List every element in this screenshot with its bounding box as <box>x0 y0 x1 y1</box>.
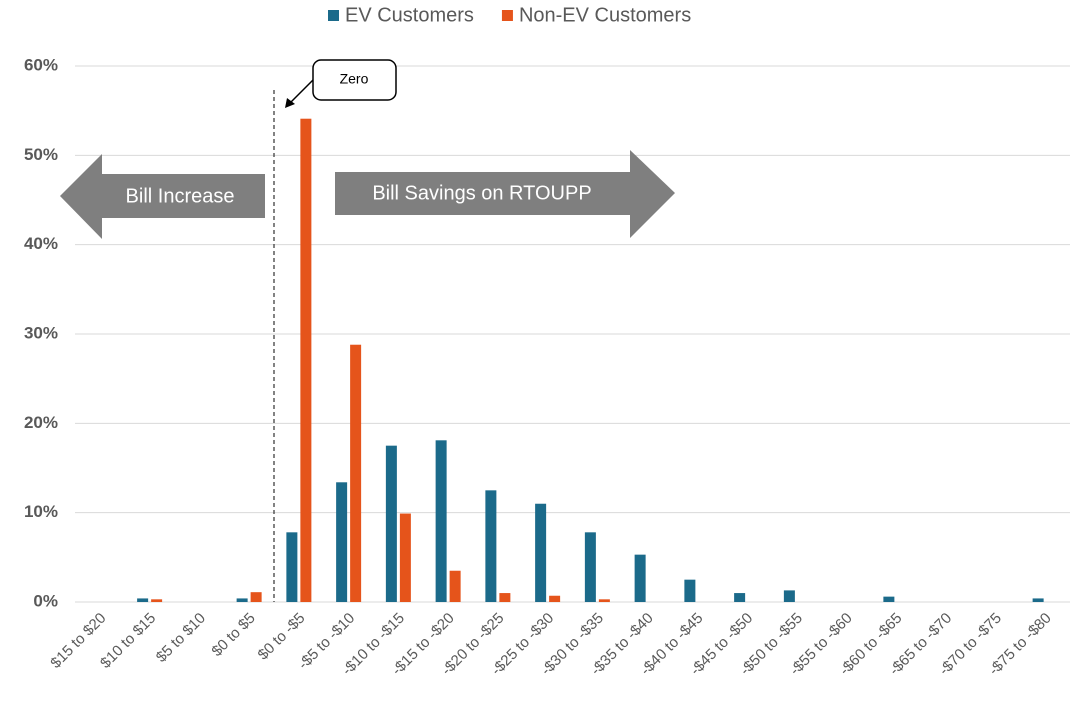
bar <box>250 592 262 602</box>
bar <box>449 570 461 602</box>
bill-increase-arrow <box>60 154 265 239</box>
bar <box>336 482 348 602</box>
bar <box>300 118 312 602</box>
bill-savings-arrow <box>335 150 675 238</box>
y-tick-label: 10% <box>24 502 58 521</box>
x-tick-label: $0 to $5 <box>208 610 258 660</box>
bar <box>399 513 411 602</box>
bar <box>286 532 298 602</box>
bar <box>350 344 362 602</box>
bar <box>1032 598 1044 602</box>
bar <box>783 590 795 602</box>
annotation: Zero <box>340 71 369 87</box>
bar <box>499 593 511 602</box>
y-tick-label: 40% <box>24 234 58 253</box>
legend-swatch <box>328 10 339 21</box>
bar <box>435 440 447 602</box>
bar <box>634 554 646 602</box>
bar <box>485 490 497 602</box>
legend-label: Non-EV Customers <box>519 4 691 26</box>
grid-layer <box>75 65 1070 603</box>
annotation: Bill Savings on RTOUPP <box>372 182 591 204</box>
bar <box>584 532 596 602</box>
bar <box>734 593 746 602</box>
bar <box>137 598 149 602</box>
bar <box>385 445 397 602</box>
y-tick-label: 50% <box>24 145 58 164</box>
legend-swatch <box>501 10 513 21</box>
bar <box>151 599 163 602</box>
annotation: Bill Increase <box>126 185 235 207</box>
y-tick-label: 30% <box>24 323 58 342</box>
bar <box>535 503 547 602</box>
bar <box>684 579 696 602</box>
legend-label: EV Customers <box>345 4 474 26</box>
bar <box>598 599 610 602</box>
y-tick-label: 0% <box>33 591 58 610</box>
y-tick-label: 60% <box>24 55 58 74</box>
x-tick-label: $5 to $10 <box>153 610 209 666</box>
callout-arrowhead <box>285 98 295 108</box>
callout-pointer <box>289 79 314 104</box>
y-tick-label: 20% <box>24 413 58 432</box>
bar <box>236 598 248 602</box>
bar <box>883 596 895 602</box>
bar <box>549 595 561 602</box>
